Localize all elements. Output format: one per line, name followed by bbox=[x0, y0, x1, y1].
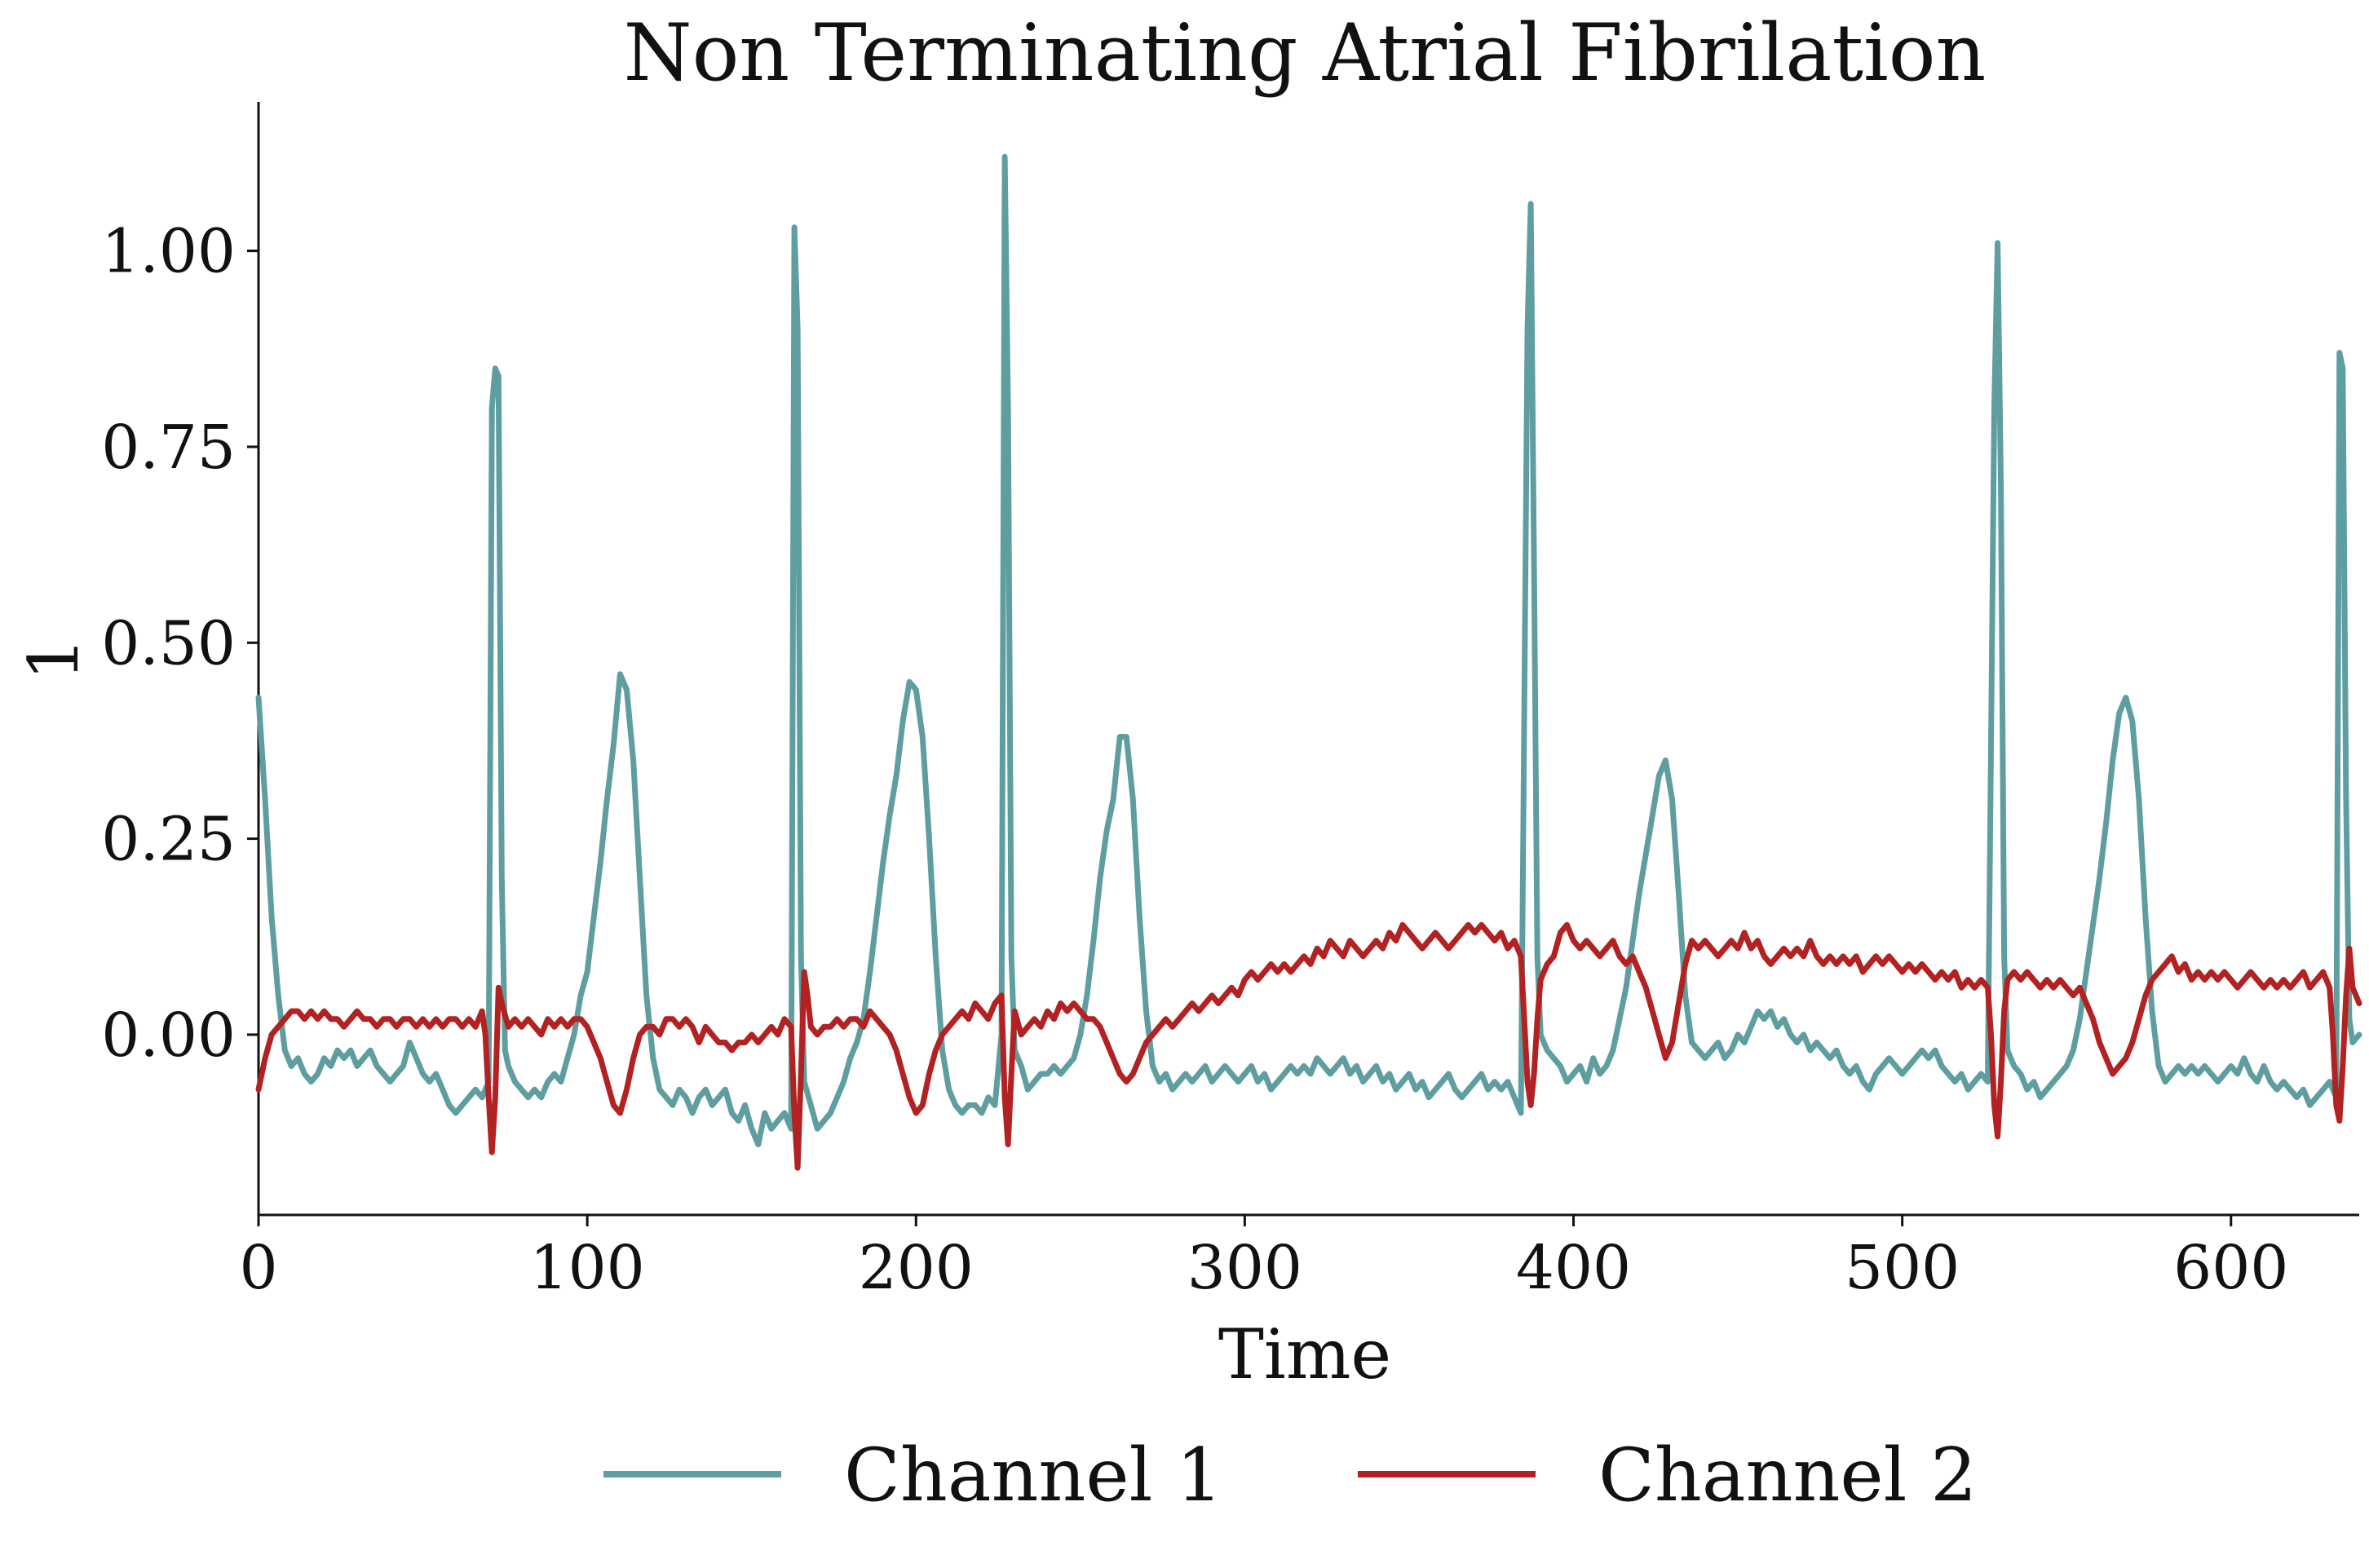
x-tick-label: 400 bbox=[1516, 1233, 1631, 1303]
x-tick-label: 0 bbox=[239, 1233, 277, 1303]
chart-title: Non Terminating Atrial Fibrilation bbox=[624, 7, 1987, 99]
x-tick-label: 600 bbox=[2173, 1233, 2288, 1303]
y-tick-label: 0.25 bbox=[101, 805, 236, 875]
y-tick-label: 0.00 bbox=[101, 1000, 236, 1071]
x-axis-ticks: 0 100 200 300 400 500 600 bbox=[239, 1215, 2288, 1303]
x-tick-label: 100 bbox=[530, 1233, 645, 1303]
series-line-channel-1 bbox=[255, 153, 2362, 1147]
x-tick-label: 300 bbox=[1187, 1233, 1302, 1303]
legend-label-channel-2: Channel 2 bbox=[1598, 1433, 1977, 1518]
x-tick-label: 200 bbox=[859, 1233, 974, 1303]
y-tick-label: 1.00 bbox=[101, 217, 236, 287]
y-tick-label: 0.75 bbox=[101, 413, 236, 483]
series-line-channel-2 bbox=[255, 921, 2362, 1171]
y-axis-ticks: 0.00 0.25 0.50 0.75 1.00 bbox=[101, 217, 259, 1071]
legend-label-channel-1: Channel 1 bbox=[844, 1433, 1222, 1518]
x-tick-label: 500 bbox=[1845, 1233, 1960, 1303]
legend: Channel 1 Channel 2 bbox=[603, 1433, 1977, 1518]
x-axis-label: Time bbox=[1218, 1314, 1391, 1394]
y-tick-label: 0.50 bbox=[101, 608, 236, 678]
plot-series bbox=[255, 153, 2362, 1171]
y-axis-label: 1 bbox=[14, 637, 94, 680]
